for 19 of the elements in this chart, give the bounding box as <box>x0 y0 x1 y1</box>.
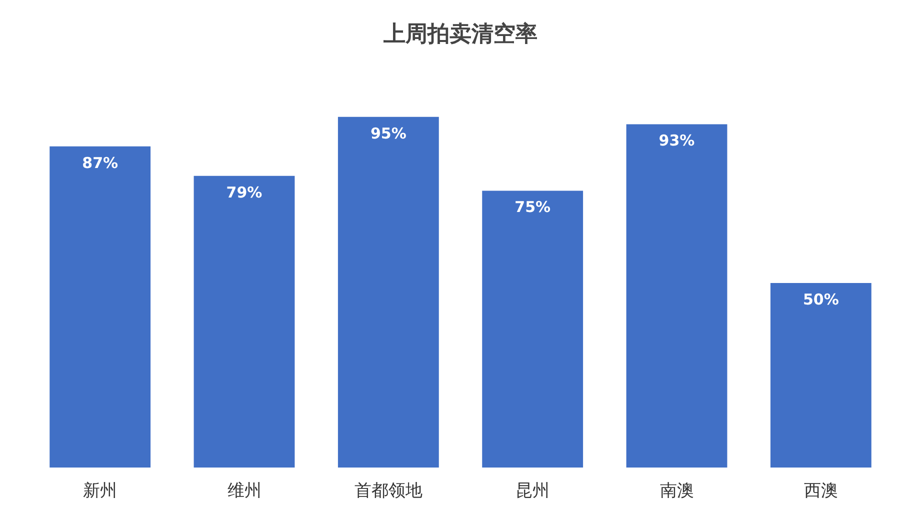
chart-title: 上周拍卖清空率 <box>382 20 538 47</box>
bar <box>626 124 728 468</box>
x-tick-label: 维州 <box>227 481 262 502</box>
x-tick-label: 新州 <box>83 481 118 502</box>
bar <box>770 283 872 468</box>
data-label: 79% <box>226 183 262 202</box>
x-tick-label: 南澳 <box>660 481 694 502</box>
x-tick-label: 昆州 <box>516 481 550 502</box>
data-label: 93% <box>658 132 695 150</box>
bar <box>50 146 151 468</box>
x-tick-label: 西澳 <box>804 481 838 502</box>
data-label: 95% <box>370 124 406 142</box>
bar <box>338 116 439 468</box>
bar <box>194 176 295 468</box>
data-label: 50% <box>802 290 839 308</box>
data-label: 75% <box>514 198 551 216</box>
data-label: 87% <box>82 154 118 172</box>
x-tick-label: 首都领地 <box>354 481 422 502</box>
bar <box>482 190 584 468</box>
